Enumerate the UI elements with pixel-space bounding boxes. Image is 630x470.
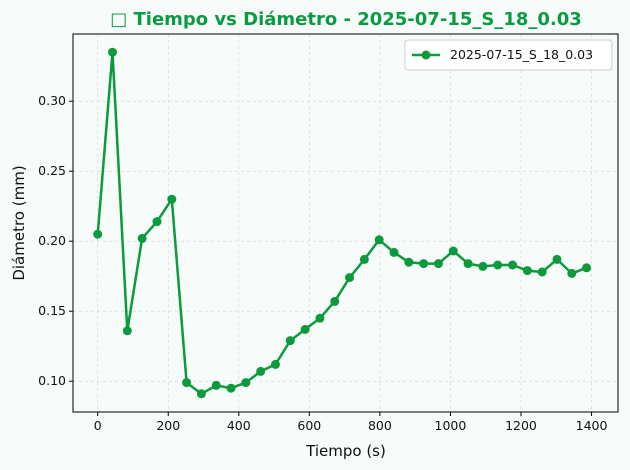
data-point (300, 324, 310, 334)
y-tick-label: 0.15 (38, 303, 66, 318)
data-point (122, 326, 132, 336)
legend-marker (421, 50, 431, 60)
data-point (93, 229, 103, 239)
data-point (256, 366, 266, 376)
data-point (552, 254, 562, 264)
x-tick-label: 200 (156, 418, 180, 433)
data-point (404, 257, 414, 267)
data-point (567, 268, 577, 278)
data-point (522, 266, 532, 276)
x-axis: 0 200 400 600 800 1000 1200 1400 (94, 412, 608, 433)
y-tick-label: 0.25 (38, 163, 66, 178)
data-point (359, 254, 369, 264)
x-tick-label: 600 (297, 418, 321, 433)
x-tick-label: 1400 (576, 418, 608, 433)
legend-label: 2025-07-15_S_18_0.03 (450, 47, 593, 62)
data-point (433, 259, 443, 269)
x-tick-label: 1200 (505, 418, 537, 433)
data-point (374, 235, 384, 245)
data-point (582, 263, 592, 273)
x-tick-label: 0 (94, 418, 102, 433)
data-point (270, 359, 280, 369)
y-axis-label: Diámetro (mm) (10, 165, 28, 280)
data-point (137, 233, 147, 243)
data-point (167, 194, 177, 204)
chart-title: □ Tiempo vs Diámetro - 2025-07-15_S_18_0… (110, 9, 582, 30)
x-axis-label: Tiempo (s) (305, 442, 386, 460)
y-tick-label: 0.10 (38, 373, 66, 388)
data-point (196, 389, 206, 399)
data-point (226, 383, 236, 393)
data-point (108, 47, 118, 57)
data-point (493, 260, 503, 270)
legend: 2025-07-15_S_18_0.03 (404, 39, 613, 71)
legend-box (404, 39, 613, 71)
data-point (345, 273, 355, 283)
data-point (419, 259, 429, 269)
x-tick-label: 800 (368, 418, 392, 433)
y-tick-label: 0.20 (38, 233, 66, 248)
grid (73, 34, 618, 412)
data-point (241, 378, 251, 388)
data-point (152, 217, 162, 227)
data-point (211, 380, 221, 390)
data-point (448, 246, 458, 256)
plot-area (72, 33, 619, 413)
y-tick-label: 0.30 (38, 93, 66, 108)
data-point (463, 259, 473, 269)
series-layer (93, 47, 592, 399)
data-point (285, 336, 295, 346)
data-point (182, 378, 192, 388)
y-axis: 0.10 0.15 0.20 0.25 0.30 (38, 93, 73, 388)
data-point (315, 313, 325, 323)
series-line (96, 50, 588, 396)
data-point (508, 260, 518, 270)
data-point (389, 247, 399, 257)
x-tick-label: 400 (227, 418, 251, 433)
data-point (330, 296, 340, 306)
x-tick-label: 1000 (435, 418, 467, 433)
data-point (478, 261, 488, 271)
data-point (537, 267, 547, 277)
